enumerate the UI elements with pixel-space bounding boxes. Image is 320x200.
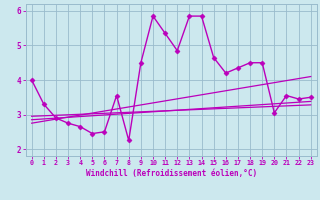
X-axis label: Windchill (Refroidissement éolien,°C): Windchill (Refroidissement éolien,°C) <box>86 169 257 178</box>
